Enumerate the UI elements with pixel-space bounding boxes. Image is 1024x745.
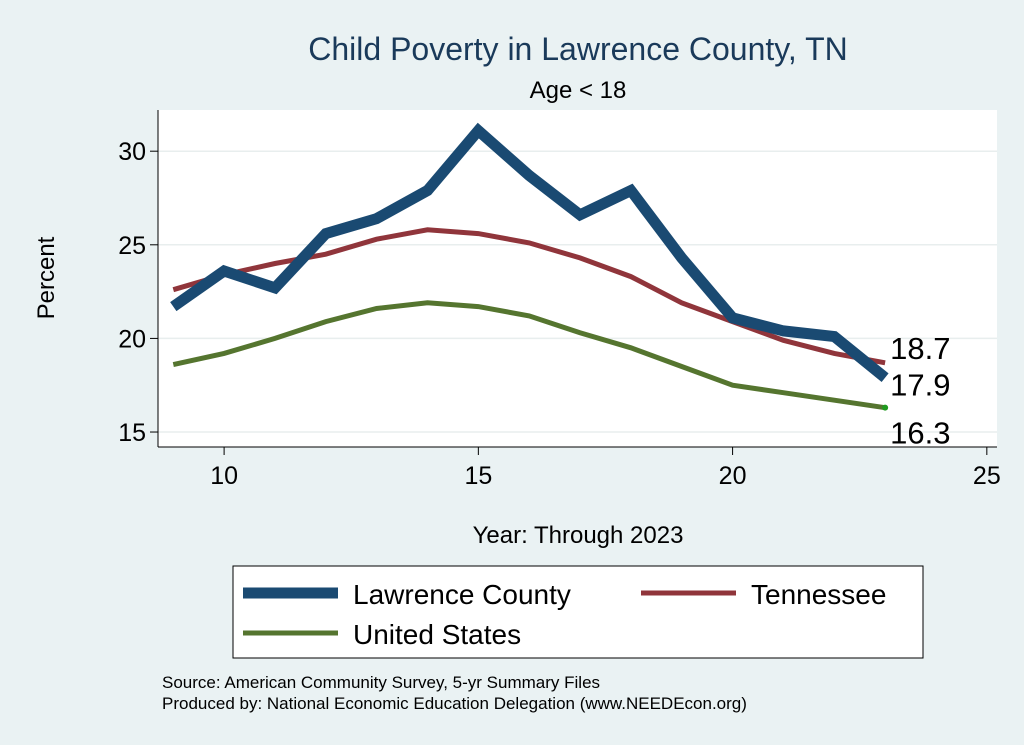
x-axis-label: Year: Through 2023 [473, 522, 684, 549]
end-label-lawrence-county: 17.9 [890, 368, 950, 403]
y-tick-label-25: 25 [118, 232, 146, 260]
x-tick-label-20: 20 [719, 462, 747, 490]
plot-area [158, 110, 997, 447]
legend-label-united-states: United States [353, 619, 521, 650]
series-end-marker-united-states [882, 404, 889, 411]
source-note: Source: American Community Survey, 5-yr … [162, 673, 600, 692]
x-tick-label-15: 15 [464, 462, 492, 490]
gridlines [158, 150, 997, 433]
series-line-tennessee [172, 227, 886, 366]
end-labels: 17.918.7 16.3 [890, 331, 950, 451]
y-axis-label: Percent [33, 236, 60, 319]
legend-label-lawrence-county: Lawrence County [353, 579, 571, 610]
chart-subtitle: Age < 18 [530, 77, 627, 104]
producer-note: Produced by: National Economic Education… [162, 694, 747, 713]
y-tick-label-30: 30 [118, 138, 146, 166]
x-tick-label-25: 25 [973, 462, 1001, 490]
legend: Lawrence County Tennessee United States [243, 579, 886, 650]
end-label-united-states: 16.3 [890, 416, 950, 451]
y-tick-label-20: 20 [118, 325, 146, 353]
legend-box [232, 565, 924, 659]
end-label-tennessee: 18.7 [890, 331, 950, 366]
legend-label-tennessee: Tennessee [751, 579, 886, 610]
chart-title: Child Poverty in Lawrence County, TN [308, 31, 848, 67]
series-line-united-states [172, 300, 886, 411]
x-axis-ticks: 10 15 20 25 [210, 447, 1001, 490]
series-line-lawrence-county [170, 122, 889, 382]
y-tick-label-15: 15 [118, 419, 146, 447]
x-tick-label-10: 10 [210, 462, 238, 490]
y-axis-ticks: 15 20 25 30 [118, 138, 158, 447]
series-layer [170, 122, 889, 411]
